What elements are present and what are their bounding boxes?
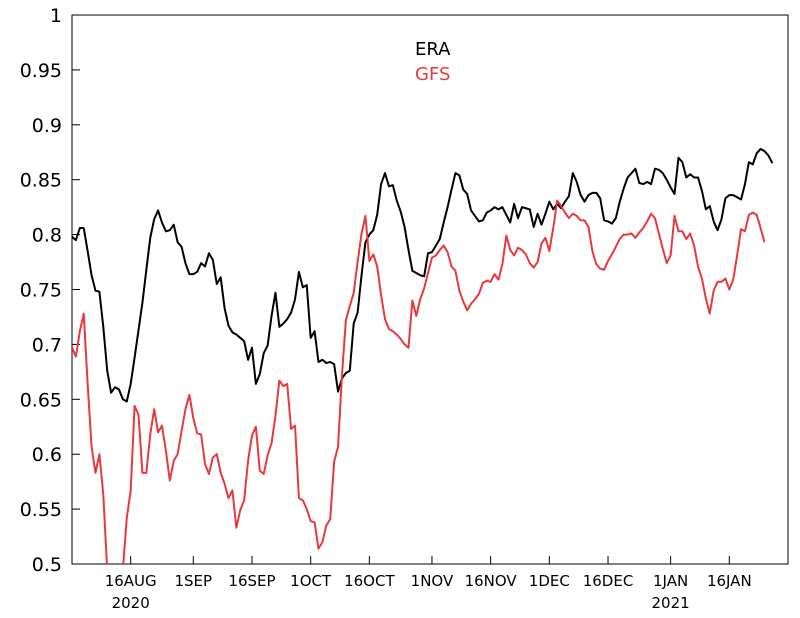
- x-tick-label: 1NOV: [411, 572, 454, 590]
- x-tick-label: 16AUG: [105, 572, 157, 590]
- series-lines: [72, 147, 774, 564]
- x-tick-label: 1DEC: [529, 572, 570, 590]
- y-tick-label: 0.85: [20, 170, 62, 192]
- y-tick-label: 0.7: [32, 334, 62, 356]
- y-tick-label: 0.75: [20, 280, 62, 302]
- legend: ERA GFS: [415, 39, 451, 85]
- x-tick-label: 16JAN: [707, 572, 752, 590]
- x-tick-year-label: 2021: [652, 594, 690, 612]
- y-axis: 0.5 0.55 0.6 0.65 0.7 0.75 0.8 0.85 0.9 0.95 1: [20, 5, 80, 576]
- plot-area: [71, 14, 789, 565]
- x-axis: 16AUG 2020 1SEP 16SEP 1OCT 16OCT 1NOV 16NOV 1DEC…: [105, 556, 752, 612]
- x-tick-year-label: 2020: [112, 594, 150, 612]
- x-tick-label: 1OCT: [290, 572, 332, 590]
- y-tick-label: 0.5: [32, 554, 62, 576]
- y-tick-label: 0.95: [20, 60, 62, 82]
- y-tick-label: 0.8: [32, 225, 62, 247]
- x-tick-label: 16NOV: [465, 572, 518, 590]
- legend-label-era: ERA: [415, 39, 451, 60]
- y-tick-label: 0.65: [20, 389, 62, 411]
- x-tick-label: 1JAN: [653, 572, 688, 590]
- y-tick-label: 0.55: [20, 499, 62, 521]
- series-line-era: [72, 147, 774, 403]
- x-tick-label: 16OCT: [344, 572, 395, 590]
- x-tick-label: 1SEP: [174, 572, 212, 590]
- series-line-gfs: [72, 199, 766, 564]
- y-tick-label: 0.6: [32, 444, 62, 466]
- x-tick-label: 16SEP: [228, 572, 275, 590]
- x-tick-label: 16DEC: [583, 572, 634, 590]
- y-tick-label: 0.9: [32, 115, 62, 137]
- y-tick-label: 1: [50, 5, 62, 27]
- legend-label-gfs: GFS: [415, 64, 450, 85]
